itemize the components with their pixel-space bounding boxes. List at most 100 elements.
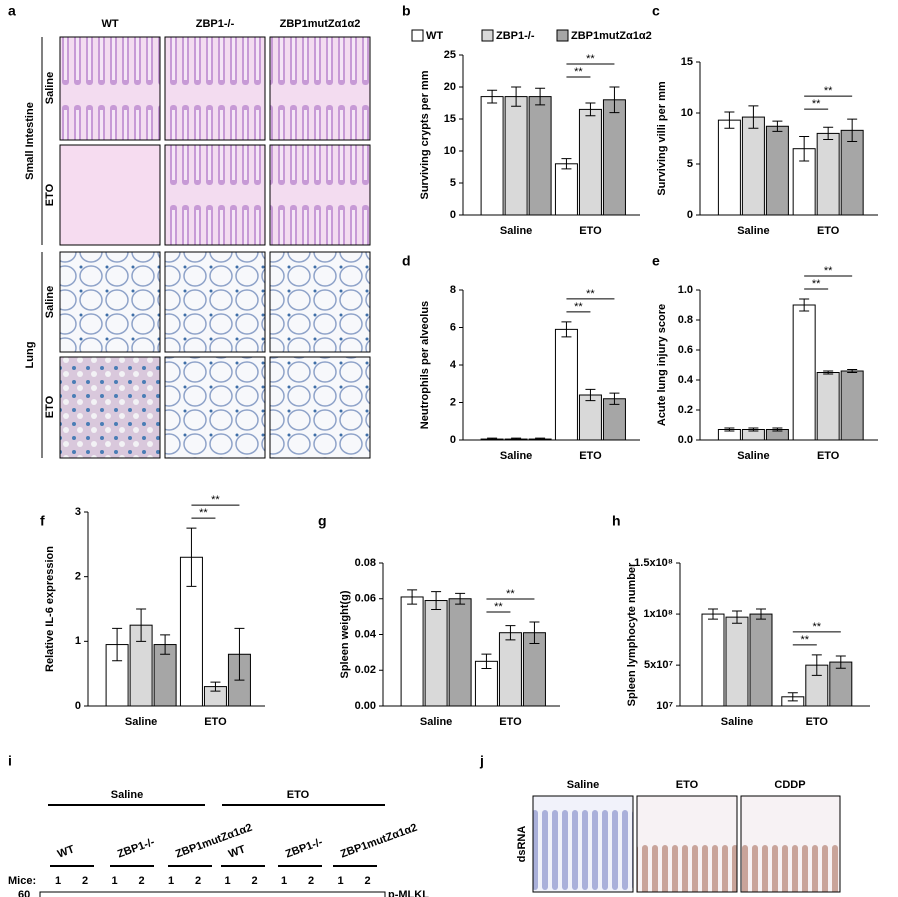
panel-letter: d: [402, 253, 411, 269]
y-tick-label: 0: [687, 209, 693, 221]
column-label: Saline: [567, 779, 599, 791]
column-label: ETO: [676, 779, 699, 791]
x-tick-label: Saline: [500, 225, 532, 237]
mouse-number: 1: [168, 875, 174, 887]
y-tick-label: 5: [450, 177, 456, 189]
y-axis-label: Relative IL-6 expression: [44, 546, 56, 672]
error-bar: [787, 692, 798, 702]
legend-swatch: [411, 29, 424, 42]
significance-label: **: [812, 98, 821, 110]
significance-label: **: [586, 288, 595, 300]
y-tick-label: 10: [444, 145, 456, 157]
significance-label: **: [824, 85, 833, 97]
error-bar: [724, 111, 735, 129]
error-bar: [708, 608, 718, 620]
y-tick-label: 3: [75, 506, 81, 518]
y-tick-label: 1.5x10⁸: [634, 557, 673, 569]
mouse-number: 1: [337, 875, 343, 887]
y-tick-label: 1: [75, 635, 81, 647]
error-bar: [561, 158, 572, 170]
x-tick-label: Saline: [125, 716, 157, 728]
y-tick-label: 25: [444, 49, 456, 61]
y-tick-label: 0: [75, 700, 81, 712]
error-bar: [772, 120, 783, 132]
error-bar: [407, 589, 418, 605]
panel-a-images: [41, 36, 371, 459]
x-tick-label: Saline: [500, 450, 532, 462]
mouse-number: 2: [364, 875, 370, 887]
row-label: Saline: [44, 286, 56, 318]
y-tick-label: 15: [681, 56, 693, 68]
x-tick-label: ETO: [817, 450, 840, 462]
panel-letter: f: [40, 513, 45, 529]
panel-letter: g: [318, 513, 327, 529]
y-tick-label: 20: [444, 81, 456, 93]
y-tick-label: 5: [687, 158, 693, 170]
y-tick-label: 0.06: [355, 593, 376, 605]
error-bar: [585, 102, 596, 117]
y-tick-label: 6: [450, 321, 456, 333]
panel-letter: e: [652, 253, 660, 269]
y-tick-label: 0.0: [678, 434, 693, 446]
genotype-label: ZBP1-/-: [116, 836, 157, 861]
row-label: ETO: [44, 395, 56, 418]
error-bar: [481, 653, 492, 669]
legend-swatch: [556, 29, 569, 42]
error-bar: [847, 369, 858, 373]
x-tick-label: ETO: [579, 450, 602, 462]
y-axis-label: Spleen weight(g): [339, 590, 351, 678]
bar: [816, 372, 840, 441]
y-axis-label: Surviving crypts per mm: [419, 70, 431, 199]
row-label: dsRNA: [516, 826, 528, 863]
genotype-label: WT: [227, 843, 247, 860]
legend-label: ZBP1-/-: [496, 30, 535, 42]
bar: [578, 108, 602, 216]
error-bar: [772, 427, 783, 432]
bar: [749, 613, 773, 707]
y-tick-label: 0: [450, 434, 456, 446]
bar: [400, 596, 424, 707]
mouse-number: 1: [111, 875, 117, 887]
significance-label: **: [211, 494, 220, 506]
error-bar: [455, 592, 466, 605]
y-tick-label: 15: [444, 113, 456, 125]
panel-letter: a: [8, 3, 16, 19]
bar: [602, 99, 626, 216]
significance-label: **: [199, 507, 208, 519]
bar: [528, 96, 552, 216]
y-axis-label: Acute lung injury score: [656, 304, 668, 426]
error-bar: [136, 608, 147, 642]
bar: [554, 328, 578, 441]
bar: [424, 600, 448, 707]
y-axis-label: Spleen lymphocyte number: [626, 562, 638, 706]
error-bar: [724, 427, 735, 432]
error-bar: [799, 298, 810, 312]
significance-label: **: [574, 66, 583, 78]
group-label: Lung: [24, 342, 36, 369]
panel-letter: i: [8, 753, 12, 769]
bar: [765, 125, 789, 216]
x-tick-label: Saline: [721, 716, 753, 728]
column-label: WT: [101, 18, 118, 30]
mouse-number: 2: [251, 875, 257, 887]
error-bar: [487, 437, 498, 441]
error-bar: [847, 118, 858, 143]
error-bar: [756, 608, 766, 620]
y-tick-label: 0.04: [355, 628, 377, 640]
significance-label: **: [801, 634, 810, 646]
panel-letter: h: [612, 513, 621, 529]
x-tick-label: Saline: [420, 716, 452, 728]
y-tick-label: 5x10⁷: [644, 659, 673, 671]
column-label: CDDP: [774, 779, 805, 791]
error-bar: [160, 634, 171, 655]
bar: [448, 598, 472, 707]
bar: [480, 96, 504, 216]
mouse-number: 2: [82, 875, 88, 887]
y-axis-label: Surviving villi per mm: [656, 81, 668, 196]
y-tick-label: 8: [450, 284, 456, 296]
genotype-label: ZBP1-/-: [284, 836, 325, 861]
significance-label: **: [586, 53, 595, 65]
error-bar: [748, 105, 759, 129]
mouse-number: 1: [55, 875, 61, 887]
